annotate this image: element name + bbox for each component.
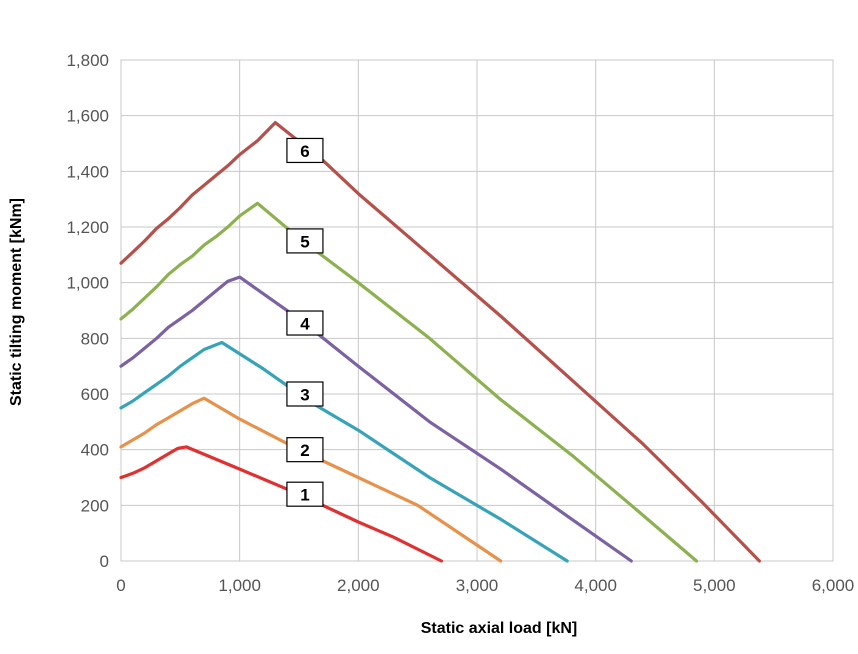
curve-label-box [286,310,324,336]
y-tick-label: 1,000 [66,274,109,293]
y-tick-label: 200 [81,496,109,515]
x-tick-label: 5,000 [693,576,736,595]
y-axis-ticks: 0 200 400 600 800 1,000 1,200 1,400 1,600 1,800 [66,51,109,571]
series-line-3 [119,340,569,563]
x-tick-label: 4,000 [574,576,617,595]
x-tick-label: 6,000 [812,576,855,595]
x-axis-ticks: 0 1,000 2,000 3,000 4,000 5,000 6,000 [116,576,854,595]
y-tick-label: 1,200 [66,218,109,237]
curve-label-3: 3 [286,381,324,407]
curve-label-5: 5 [286,228,324,254]
curve-label-box [286,381,324,407]
series-line-6 [119,121,761,563]
series-line-4 [119,275,633,563]
y-tick-label: 600 [81,385,109,404]
curve-label-box [286,481,324,507]
y-tick-label: 400 [81,441,109,460]
gridlines [120,59,834,562]
series-lines [119,121,761,563]
curve-label-box [286,137,324,164]
y-tick-label: 1,800 [66,51,109,70]
y-tick-label: 0 [100,552,109,571]
x-tick-label: 3,000 [456,576,499,595]
curve-label-2: 2 [286,437,324,463]
curve-label-box [286,437,324,463]
curve-label-text: 4 [300,315,310,334]
curve-label-6: 6 [286,137,324,164]
x-tick-label: 2,000 [337,576,380,595]
curve-labels: 1 2 3 4 5 6 [286,137,324,507]
curve-label-text: 5 [300,232,309,251]
x-tick-label: 1,000 [218,576,261,595]
y-tick-label: 1,600 [66,107,109,126]
curve-label-4: 4 [286,310,324,336]
y-axis-title: Static tilting moment [kNm] [8,198,25,406]
series-line-1 [119,445,443,563]
curve-label-box [286,228,324,254]
series-line-2 [119,396,503,563]
x-tick-label: 0 [116,576,125,595]
curve-label-text: 3 [300,386,309,405]
y-tick-label: 1,400 [66,162,109,181]
curve-label-text: 1 [300,486,309,505]
x-axis-title: Static axial load [kN] [421,620,578,637]
curve-label-text: 6 [300,142,309,161]
curve-label-text: 2 [300,441,309,460]
curve-label-1: 1 [286,481,324,507]
plot-frame [120,59,834,562]
series-line-5 [119,201,699,563]
y-tick-label: 800 [81,329,109,348]
